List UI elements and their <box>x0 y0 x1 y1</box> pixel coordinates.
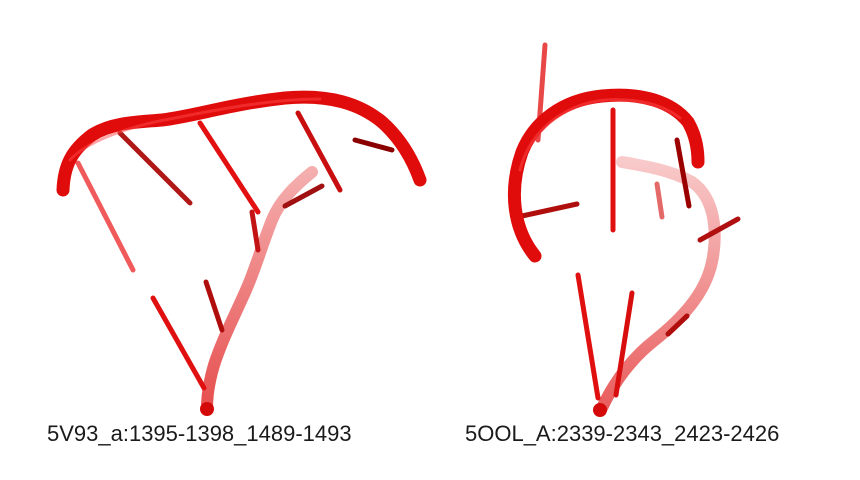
base-stick <box>613 290 635 398</box>
base-stick <box>150 295 207 391</box>
structure-label: 5V93_a:1395-1398_1489-1493 <box>47 421 352 446</box>
base-stick <box>519 201 580 219</box>
base-stick <box>203 279 225 333</box>
base-stick <box>249 209 261 253</box>
backbone-strand-back <box>596 156 721 414</box>
base-stick <box>352 137 395 153</box>
base-stick <box>197 120 261 215</box>
structure-label: 5OOL_A:2339-2343_2423-2426 <box>465 421 780 446</box>
backbone-strand-front <box>507 88 705 263</box>
rna-structure-left <box>56 90 427 416</box>
base-stick <box>295 110 343 193</box>
base-stick <box>117 130 193 206</box>
structure-panel-left: 5V93_a:1395-1398_1489-1493 <box>47 90 427 446</box>
terminal-atom <box>593 403 607 417</box>
backbone-strand-back <box>201 166 318 414</box>
structure-panel-right: 5OOL_A:2339-2343_2423-2426 <box>430 0 860 480</box>
rna-structure-right <box>507 42 741 417</box>
base-stick <box>282 183 325 209</box>
base-stick <box>75 160 136 273</box>
base-stick <box>654 181 665 220</box>
base-stick <box>697 216 741 243</box>
base-stick <box>575 272 601 401</box>
terminal-atom <box>200 402 214 416</box>
base-stick <box>674 137 692 209</box>
base-stick <box>665 313 690 337</box>
